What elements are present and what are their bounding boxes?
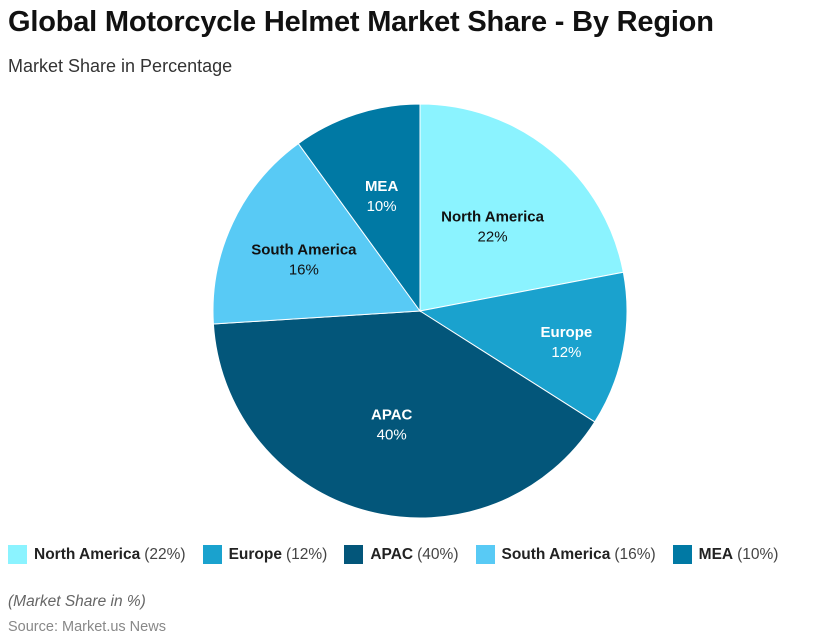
slice-label: South America bbox=[251, 241, 357, 258]
legend-swatch bbox=[202, 545, 222, 564]
slice-label: MEA bbox=[365, 178, 399, 195]
chart-legend: North America (22%) Europe (12%) APAC (4… bbox=[8, 545, 795, 564]
slice-label: Europe bbox=[541, 324, 593, 341]
legend-item-apac[interactable]: APAC (40%) bbox=[344, 545, 459, 564]
pie-slice-europe[interactable] bbox=[418, 271, 628, 423]
pie-chart: North America 22% Europe 12% APAC 40% South Am… bbox=[212, 103, 628, 519]
legend-label: North America bbox=[34, 545, 141, 563]
legend-value: (40%) bbox=[417, 545, 459, 563]
slice-value: 12% bbox=[551, 344, 581, 361]
slice-value: 22% bbox=[478, 228, 508, 245]
legend-item-mea[interactable]: MEA (10%) bbox=[672, 545, 779, 564]
chart-subtitle: Market Share in Percentage bbox=[8, 56, 233, 76]
units-note: (Market Share in %) bbox=[8, 593, 146, 610]
legend-item-north-america[interactable]: North America (22%) bbox=[8, 545, 186, 564]
legend-label: South America bbox=[501, 545, 611, 563]
legend-label: Europe bbox=[228, 545, 282, 563]
legend-label: MEA bbox=[698, 545, 734, 563]
slice-value: 10% bbox=[367, 198, 397, 215]
legend-value: (10%) bbox=[737, 545, 779, 563]
chart-title: Global Motorcycle Helmet Market Share - … bbox=[8, 6, 714, 38]
legend-label: APAC bbox=[370, 545, 414, 563]
pie-slice-south-america[interactable] bbox=[212, 142, 421, 325]
legend-item-south-america[interactable]: South America (16%) bbox=[475, 545, 656, 564]
slice-value: 40% bbox=[377, 426, 407, 443]
legend-value: (22%) bbox=[144, 545, 186, 563]
legend-value: (16%) bbox=[614, 545, 656, 563]
pie-slice-mea[interactable] bbox=[297, 103, 421, 313]
slice-label: APAC bbox=[371, 406, 413, 423]
legend-value: (12%) bbox=[286, 545, 328, 563]
legend-swatch bbox=[672, 545, 692, 564]
source-credit: Source: Market.us News bbox=[8, 619, 166, 635]
legend-swatch bbox=[344, 545, 364, 564]
slice-value: 16% bbox=[289, 261, 319, 278]
pie-slice-apac[interactable] bbox=[212, 310, 596, 519]
legend-item-europe[interactable]: Europe (12%) bbox=[202, 545, 328, 564]
pie-slice-north-america[interactable] bbox=[419, 103, 624, 312]
legend-swatch bbox=[8, 545, 27, 564]
slice-label: North America bbox=[441, 208, 544, 225]
legend-swatch bbox=[475, 545, 495, 564]
